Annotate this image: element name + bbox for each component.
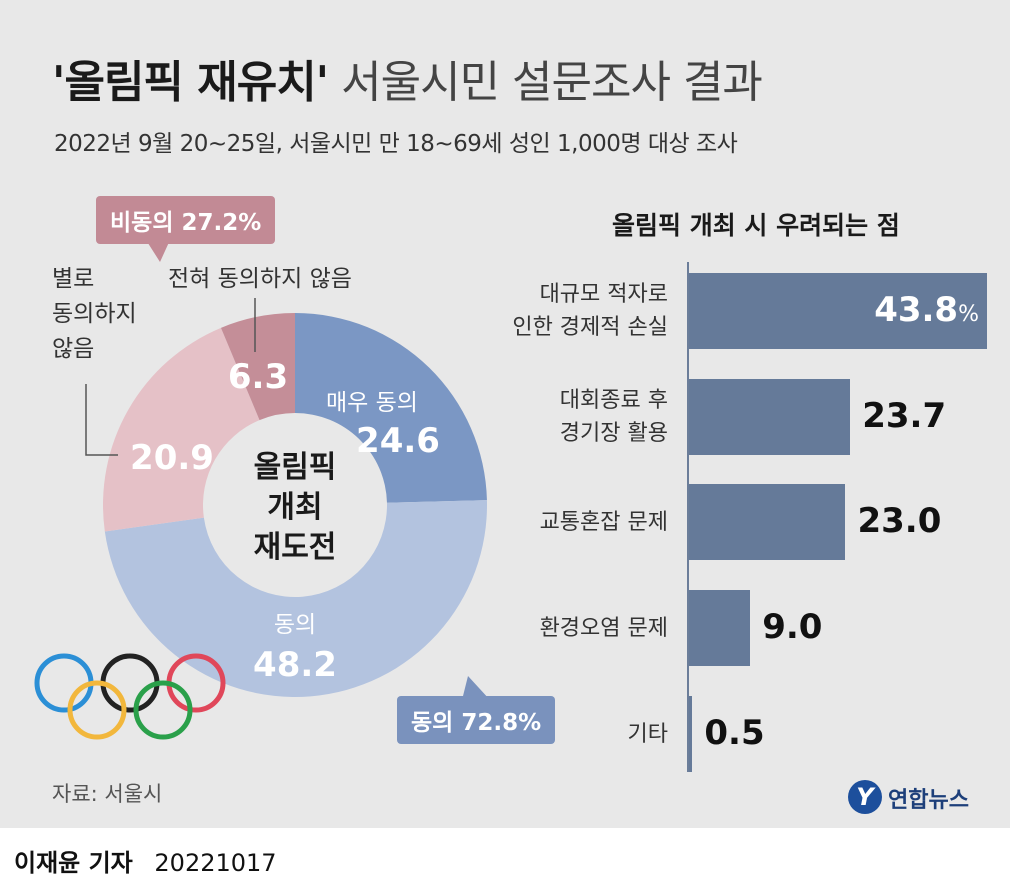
ring-blue-icon bbox=[34, 653, 94, 713]
leader-lines bbox=[85, 240, 490, 700]
publish-date: 20221017 bbox=[154, 849, 277, 877]
leader-line-disagree bbox=[85, 384, 118, 456]
donut-slices bbox=[102, 313, 487, 698]
title-light: 서울시민 설문조사 결과 bbox=[341, 57, 763, 108]
donut-chart: 올림픽 개최 재도전 매우 동의 24.6 동의 48.2 20.9 6.3 bbox=[34, 240, 490, 740]
slice-disagree-value-label: 20.9 bbox=[130, 438, 214, 478]
slice-strongly-agree-category-label: 매우 동의 bbox=[326, 390, 418, 416]
bar-value-other: 0.5 bbox=[704, 713, 765, 753]
slice-disagree bbox=[102, 327, 260, 532]
bar-value-traffic: 23.0 bbox=[857, 501, 942, 541]
center-line-3: 재도전 bbox=[254, 530, 337, 565]
slice-strongly-agree-value-label: 24.6 bbox=[356, 421, 440, 461]
callout-agree-pointer bbox=[462, 676, 490, 700]
bar-chart-title: 올림픽 개최 시 우려되는 점 bbox=[612, 211, 900, 240]
survey-subtitle: 2022년 9월 20~25일, 서울시민 만 18~69세 성인 1,000명… bbox=[54, 131, 738, 157]
bar-value-pollution: 9.0 bbox=[762, 607, 823, 647]
slice-strongly-disagree-value-label: 6.3 bbox=[228, 357, 288, 397]
bar-pollution bbox=[689, 590, 751, 666]
center-line-2: 개최 bbox=[267, 490, 322, 525]
donut-center-label: 올림픽 개최 재도전 bbox=[254, 450, 337, 565]
ring-yellow-icon bbox=[67, 680, 127, 740]
bar-chart-axis bbox=[687, 262, 689, 772]
bar-other bbox=[689, 696, 693, 772]
slice-agree-category-label: 동의 bbox=[274, 612, 316, 638]
reporter-name: 이재윤 기자 bbox=[14, 849, 133, 877]
source-note: 자료: 서울시 bbox=[52, 782, 163, 806]
bar-label-traffic: 교통혼잡 문제 bbox=[539, 509, 668, 535]
bar-value-economic-loss: 43.8% bbox=[874, 290, 979, 330]
label-disagree-line-1: 별로 bbox=[52, 266, 95, 292]
bar-label-economic-loss: 대규모 적자로 인한 경제적 손실 bbox=[512, 282, 668, 340]
label-disagree: 별로 동의하지 않음 bbox=[52, 262, 137, 367]
bar-venue-use bbox=[689, 379, 851, 455]
bar-value-venue-use: 23.7 bbox=[862, 396, 947, 436]
olympic-rings-icon bbox=[34, 653, 226, 740]
center-line-1: 올림픽 bbox=[254, 450, 337, 485]
bar-label-venue-use: 대회종료 후 경기장 활용 bbox=[559, 388, 668, 446]
bar-economic-loss bbox=[689, 273, 987, 349]
callout-agree: 동의 72.8% bbox=[397, 696, 556, 744]
label-disagree-line-3: 않음 bbox=[52, 336, 95, 362]
callout-disagree-pointer bbox=[146, 240, 170, 262]
yonhap-logo: Y 연합뉴스 bbox=[848, 780, 988, 816]
ring-black-icon bbox=[100, 653, 160, 713]
title-bold: '올림픽 재유치' bbox=[52, 57, 329, 108]
bar-traffic bbox=[689, 484, 846, 560]
slice-strongly-agree bbox=[295, 313, 487, 503]
callout-disagree: 비동의 27.2% bbox=[96, 196, 276, 244]
ring-green-icon bbox=[133, 680, 193, 740]
slice-strongly-disagree bbox=[220, 313, 295, 421]
donut-value-labels: 매우 동의 24.6 동의 48.2 20.9 6.3 bbox=[130, 357, 440, 685]
page-title: '올림픽 재유치' 서울시민 설문조사 결과 bbox=[52, 46, 763, 110]
yonhap-logo-text: 연합뉴스 bbox=[888, 788, 969, 813]
label-strong-disagree: 전혀 동의하지 않음 bbox=[168, 266, 352, 292]
slice-agree bbox=[104, 500, 487, 698]
bar-label-pollution: 환경오염 문제 bbox=[539, 615, 668, 641]
yonhap-logo-icon: Y bbox=[848, 780, 882, 814]
slice-agree-value-label: 48.2 bbox=[253, 645, 337, 685]
credit-line: 이재윤 기자 20221017 bbox=[14, 843, 277, 878]
bar-label-other: 기타 bbox=[627, 721, 668, 747]
label-disagree-line-2: 동의하지 bbox=[52, 301, 137, 327]
